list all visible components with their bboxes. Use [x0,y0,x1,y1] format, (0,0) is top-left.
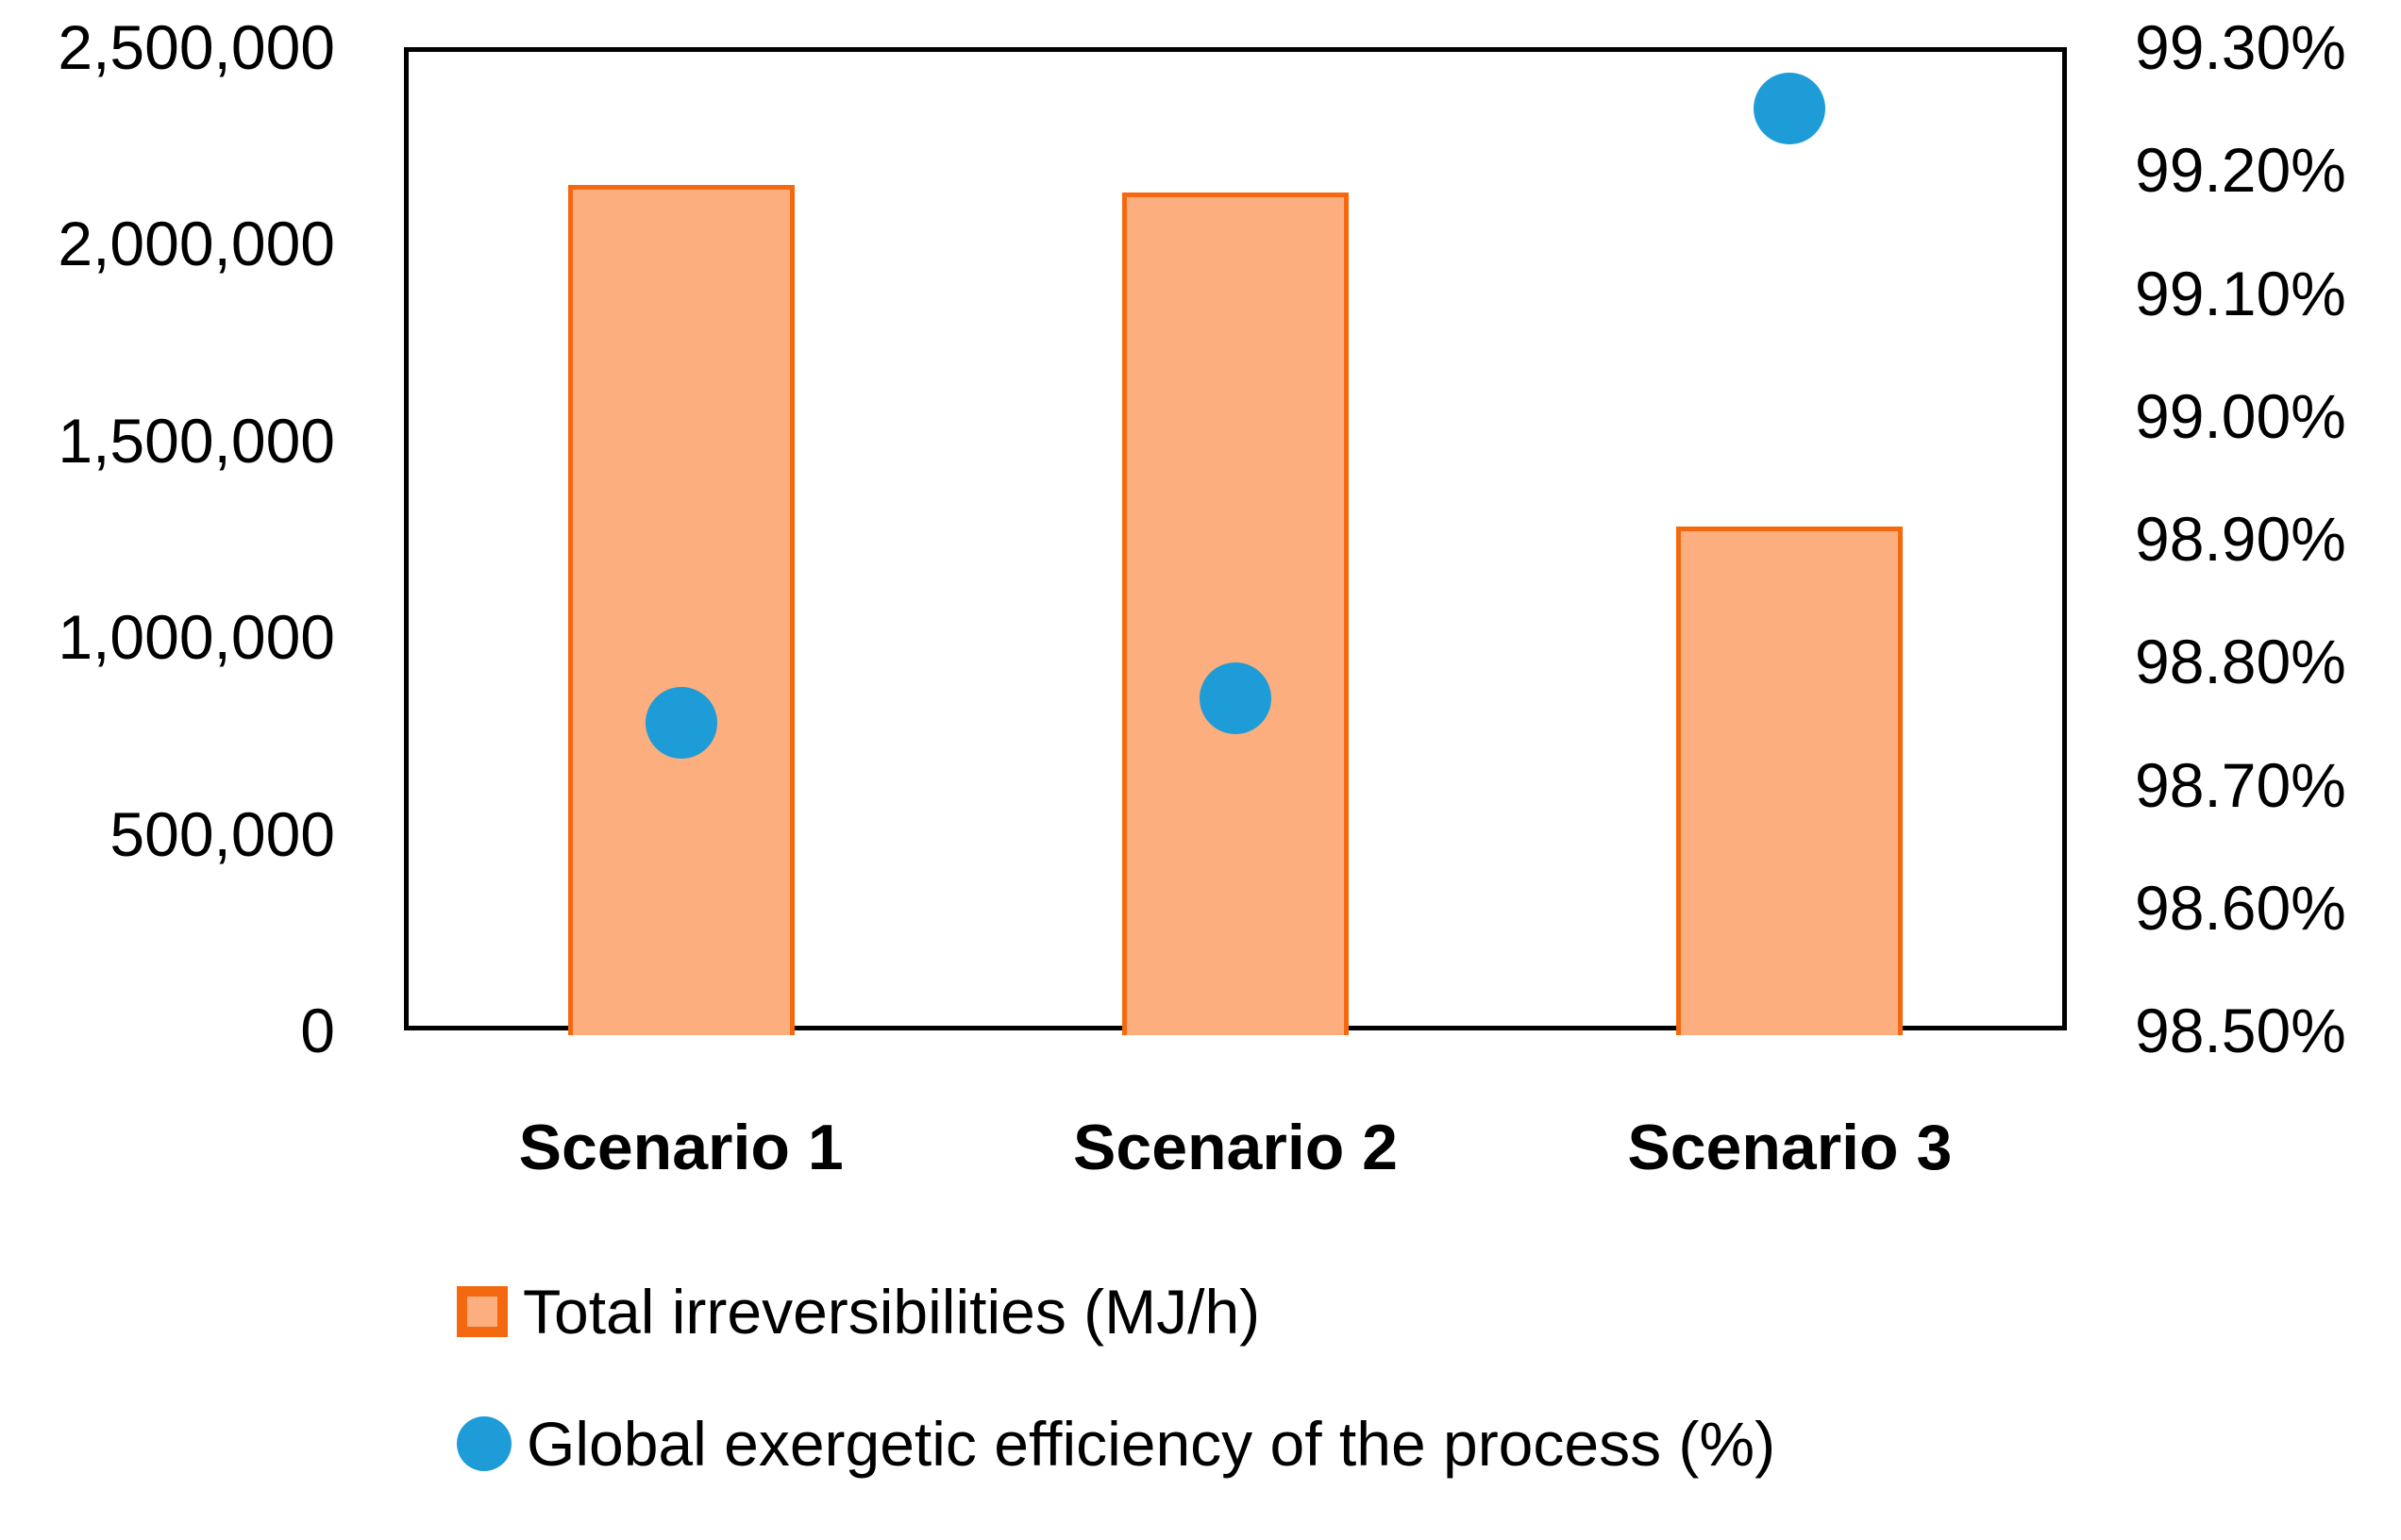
bar-3 [1676,527,1904,1035]
right-axis-tick-label: 99.10% [2135,258,2346,328]
right-axis-tick-label: 98.70% [2135,749,2346,820]
legend-label-irreversibilities: Total irreversibilities (MJ/h) [523,1277,1261,1347]
left-axis-tick-label: 1,500,000 [58,405,335,476]
right-axis-tick-label: 98.50% [2135,996,2346,1065]
legend-item-irreversibilities: Total irreversibilities (MJ/h) [457,1276,1775,1348]
bar-2 [1122,192,1349,1035]
right-axis-tick-label: 99.30% [2135,12,2346,82]
scatter-series-dot-icon [457,1416,512,1471]
left-axis-tick-label: 1,000,000 [58,602,335,673]
scatter-point-1 [645,687,717,760]
legend: Total irreversibilities (MJ/h) Global ex… [457,1276,1775,1540]
left-axis-tick-label: 0 [300,996,335,1065]
left-axis-tick-label: 500,000 [109,798,335,869]
plot-area [404,47,2067,1035]
combo-chart: Scenario 1 Scenario 2 Scenario 3 Total irr… [404,47,2067,1475]
scatter-point-3 [1754,73,1826,145]
right-axis-tick-label: 99.20% [2135,135,2346,206]
scatter-point-2 [1200,662,1271,735]
bar-series-swatch-icon [457,1286,508,1337]
legend-item-efficiency: Global exergetic efficiency of the proce… [457,1408,1775,1480]
category-label: Scenario 3 [1627,1112,1953,1183]
bar-1 [567,184,795,1035]
left-axis-tick-label: 2,000,000 [58,209,335,279]
left-axis-tick-label: 2,500,000 [58,12,335,82]
right-axis-tick-label: 98.90% [2135,504,2346,574]
category-label: Scenario 1 [518,1112,844,1183]
right-axis-tick-label: 98.80% [2135,627,2346,697]
category-label: Scenario 2 [1073,1112,1398,1183]
legend-label-efficiency: Global exergetic efficiency of the proce… [527,1409,1776,1479]
right-axis-tick-label: 98.60% [2135,872,2346,943]
right-axis-tick-label: 99.00% [2135,380,2346,451]
